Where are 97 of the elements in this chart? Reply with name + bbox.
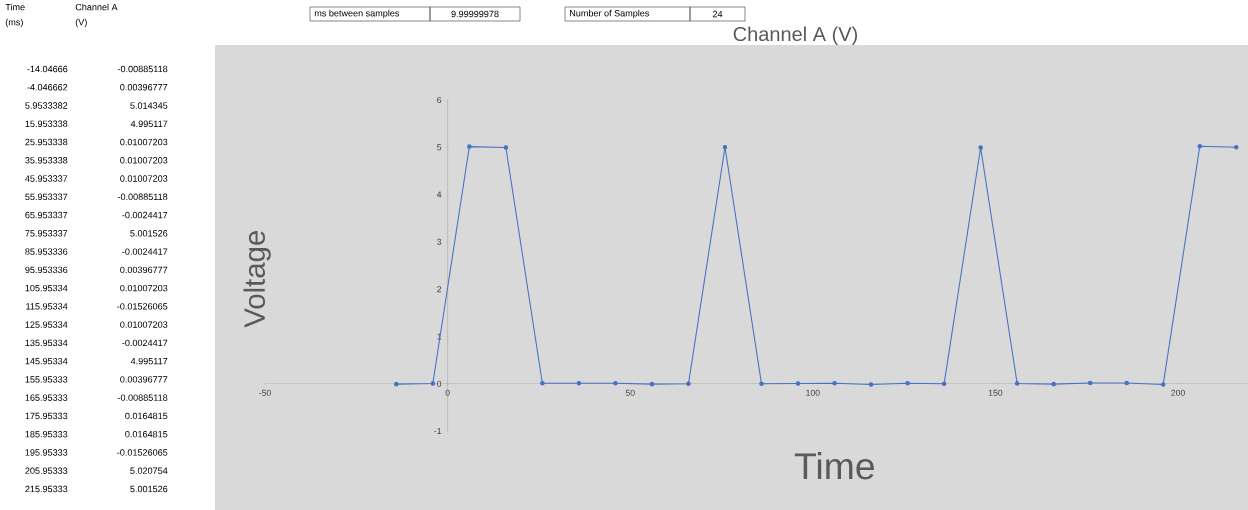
point — [759, 381, 764, 387]
point — [832, 380, 837, 386]
y-tick-label: -1 — [434, 428, 442, 434]
y-tick-label: 1 — [437, 333, 442, 340]
point — [540, 380, 545, 386]
point — [649, 381, 655, 387]
text: -0.01526065 — [117, 303, 168, 310]
text: -0.0024417 — [122, 211, 168, 219]
point — [1087, 380, 1093, 386]
text: Channel A — [75, 3, 118, 11]
x-tick-label: 150 — [988, 389, 1003, 396]
text: 0.01007203 — [120, 284, 168, 292]
point — [613, 380, 618, 386]
y-tick-label: 6 — [437, 96, 442, 104]
point — [394, 381, 399, 387]
text: 5.001526 — [130, 485, 168, 493]
text: 45.953337 — [25, 175, 68, 182]
point — [1197, 144, 1203, 149]
text: 65.953337 — [25, 211, 68, 219]
text: 135.95334 — [25, 339, 68, 347]
text: 185.95333 — [25, 430, 68, 438]
text: 75.953337 — [25, 230, 68, 237]
y-axis-title: Voltage — [243, 231, 271, 328]
point — [868, 382, 874, 387]
x-tick-label: -50 — [259, 389, 271, 396]
text: 35.953338 — [25, 157, 68, 164]
point — [686, 381, 691, 387]
text: 0.00396777 — [120, 376, 168, 383]
text: 0.01007203 — [120, 175, 168, 182]
text: 0.01007203 — [120, 321, 168, 328]
text: -0.00885118 — [117, 394, 168, 401]
text: -14.04666 — [27, 65, 68, 73]
point — [941, 381, 947, 387]
text: 215.95333 — [25, 485, 68, 493]
chart-title: Channel A (V) — [733, 26, 858, 46]
text: 0.01007203 — [120, 138, 168, 146]
x-tick-label: 200 — [1171, 389, 1185, 396]
text: 0.00396777 — [120, 266, 168, 274]
point — [1234, 144, 1239, 150]
text: 24 — [712, 10, 723, 18]
text: ms between samples — [314, 9, 400, 19]
x-tick-label: 50 — [625, 389, 635, 396]
text: 0.01007203 — [120, 157, 168, 164]
point — [795, 381, 801, 386]
text: 0.0164815 — [125, 412, 168, 420]
text: 5.020754 — [130, 467, 168, 474]
y-tick-label: 0 — [437, 380, 442, 387]
text: 195.95333 — [25, 449, 68, 456]
text: 9.99999978 — [451, 10, 499, 18]
text: (V) — [75, 18, 87, 28]
point — [978, 145, 983, 150]
text: 115.95334 — [26, 303, 68, 310]
text: 85.953336 — [25, 248, 68, 255]
text: Number of Samples — [570, 9, 650, 19]
text: 0.00396777 — [120, 84, 168, 91]
point — [430, 381, 436, 386]
text: -4.046662 — [27, 84, 68, 91]
point — [1051, 381, 1056, 387]
text: 5.9533382 — [25, 102, 68, 109]
text: -0.0024417 — [122, 339, 168, 347]
x-axis-title: Time — [794, 452, 874, 480]
text: 4.995117 — [130, 120, 168, 127]
text: 95.953336 — [25, 266, 68, 274]
text: -0.01526065 — [117, 449, 168, 456]
text: 5.014345 — [130, 102, 168, 109]
text: 15.953338 — [25, 120, 68, 127]
text: 5.001526 — [130, 230, 168, 237]
text: 0.0164815 — [125, 430, 168, 438]
text: -0.0024417 — [122, 248, 168, 255]
text: 205.95333 — [25, 467, 68, 474]
point — [722, 144, 728, 150]
y-tick-label: 3 — [437, 238, 442, 245]
text: 175.95333 — [25, 412, 68, 420]
text: (ms) — [5, 18, 23, 28]
point — [503, 145, 509, 150]
text: 25.953338 — [25, 138, 68, 146]
text: -0.00885118 — [117, 193, 168, 201]
point — [1124, 380, 1129, 386]
x-tick-label: 0 — [445, 389, 450, 396]
text: -0.00885118 — [117, 65, 168, 73]
text: 125.95334 — [25, 321, 68, 328]
text: 105.95334 — [25, 284, 68, 292]
x-tick-label: 100 — [806, 389, 820, 396]
text: 145.95334 — [25, 357, 68, 365]
text: Time — [5, 3, 25, 11]
y-tick-label: 4 — [436, 191, 442, 198]
point — [1160, 382, 1166, 387]
y-tick-label: 5 — [437, 144, 442, 151]
point — [1014, 381, 1020, 386]
text: 165.95333 — [25, 394, 68, 401]
point — [905, 380, 910, 386]
text: 55.953337 — [25, 193, 68, 201]
text: 4.995117 — [130, 357, 168, 365]
y-tick-label: 2 — [437, 286, 442, 293]
text: 155.95333 — [25, 376, 68, 383]
point — [467, 144, 472, 149]
point — [576, 380, 582, 386]
